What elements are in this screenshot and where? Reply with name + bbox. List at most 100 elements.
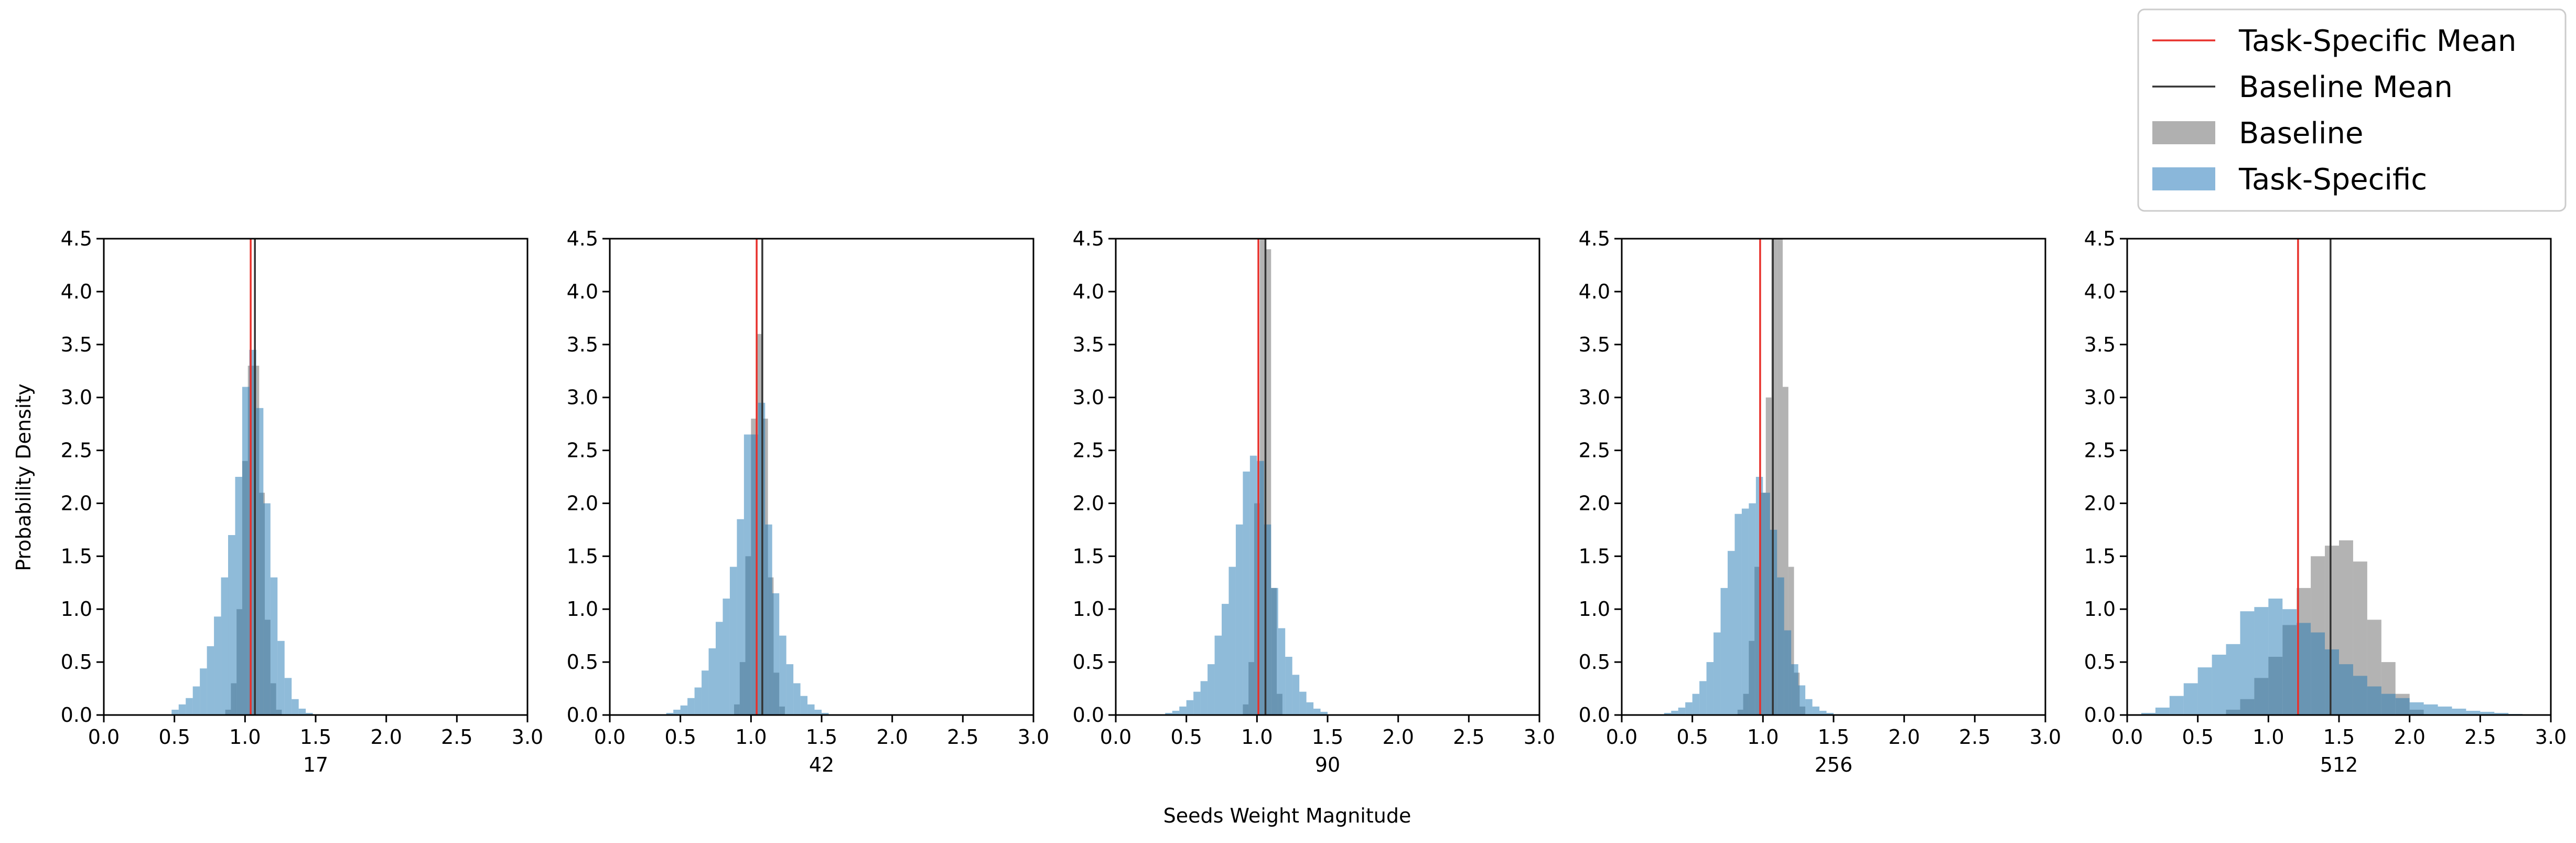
- y-tick-label: 4.5: [2084, 227, 2116, 250]
- x-tick-label: 2.0: [876, 725, 908, 749]
- task-specific-bar: [1228, 567, 1236, 715]
- task-specific-bar: [2395, 698, 2410, 715]
- x-tick-label: 0.5: [664, 725, 696, 749]
- task-specific-bar: [2381, 693, 2396, 715]
- x-tick-label: 1.0: [1241, 725, 1273, 749]
- task-specific-bar: [1278, 628, 1286, 715]
- y-tick-label: 2.0: [2084, 492, 2116, 515]
- y-tick-label: 4.5: [1073, 227, 1104, 250]
- y-tick-label: 2.5: [1073, 439, 1104, 462]
- task-specific-bar: [2169, 696, 2184, 715]
- x-tick-label: 0.0: [594, 725, 626, 749]
- task-specific-bar: [263, 503, 271, 715]
- subplot-seed-label: 512: [2320, 753, 2358, 776]
- panels: 0.0 0.5 1.0 1.5 2.0 2.5 3.0 0.0 0.5 1.0 1.5 2.0 2.5 3…: [61, 227, 2567, 776]
- task-specific-bar: [1285, 657, 1292, 715]
- axes-frame: [1115, 238, 1540, 716]
- x-tick-label: 0.0: [1606, 725, 1637, 749]
- y-tick-label: 4.0: [61, 280, 92, 303]
- x-tick-label: 2.0: [2394, 725, 2425, 749]
- task-specific-bar: [2197, 667, 2212, 715]
- y-tick-label: 2.5: [2084, 439, 2116, 462]
- y-tick-label: 2.0: [1579, 492, 1610, 515]
- subplot-90: 0.0 0.5 1.0 1.5 2.0 2.5 3.0 0.0 0.5 1.0 1.5 2.0 2.5 3…: [1073, 227, 1556, 776]
- x-tick-label: 2.5: [2464, 725, 2496, 749]
- task-specific-bar: [1798, 685, 1806, 715]
- task-specific-bar: [814, 709, 822, 715]
- y-tick-label: 1.0: [1073, 597, 1104, 621]
- task-specific-bar: [1791, 664, 1798, 715]
- task-specific-bar: [680, 705, 688, 715]
- task-specific-bar: [1249, 455, 1257, 715]
- x-tick-label: 2.0: [370, 725, 402, 749]
- task-specific-bar: [723, 599, 730, 715]
- task-specific-bar: [2325, 649, 2339, 715]
- y-tick-label: 1.0: [61, 597, 92, 621]
- task-specific-bar: [284, 678, 292, 715]
- y-tick-label: 3.5: [1579, 333, 1610, 356]
- task-specific-bar: [1235, 524, 1243, 715]
- y-tick-label: 0.0: [567, 703, 598, 727]
- task-specific-bar: [2452, 708, 2466, 715]
- task-specific-bar: [1320, 711, 1328, 715]
- y-tick-label: 4.5: [61, 227, 92, 250]
- task-specific-bar: [192, 686, 200, 715]
- legend-entry: Task-Specific: [2152, 163, 2427, 197]
- y-tick-label: 1.0: [2084, 597, 2116, 621]
- task-specific-bar: [2254, 607, 2269, 715]
- x-tick-label: 0.5: [1170, 725, 1202, 749]
- task-specific-bar: [2353, 676, 2367, 715]
- task-specific-bar: [822, 712, 829, 715]
- task-specific-bar: [2367, 686, 2381, 715]
- task-specific-bar: [1713, 632, 1721, 715]
- task-specific-bar: [807, 704, 815, 715]
- y-tick-label: 3.5: [61, 333, 92, 356]
- subplot-17: 0.0 0.5 1.0 1.5 2.0 2.5 3.0 0.0 0.5 1.0 1.5 2.0 2.5 3…: [61, 227, 544, 776]
- y-tick-label: 0.5: [1073, 650, 1104, 674]
- task-specific-bar: [716, 622, 723, 715]
- x-tick-label: 1.5: [2323, 725, 2355, 749]
- y-tick-label: 4.0: [567, 280, 598, 303]
- task-specific-bar: [1165, 712, 1172, 715]
- y-tick-label: 0.5: [2084, 650, 2116, 674]
- task-specific-bar: [277, 641, 285, 715]
- x-tick-label: 0.0: [1100, 725, 1131, 749]
- task-specific-bar: [2212, 654, 2226, 715]
- subplot-seed-label: 256: [1815, 753, 1853, 776]
- task-specific-bar: [708, 648, 716, 715]
- task-specific-bar: [214, 616, 221, 715]
- task-specific-bar: [235, 477, 242, 715]
- task-specific-bar: [2268, 599, 2283, 715]
- task-specific-bar: [1200, 681, 1208, 715]
- y-tick-label: 0.0: [2084, 703, 2116, 727]
- task-specific-bar: [1706, 662, 1714, 715]
- task-specific-bar: [186, 698, 193, 715]
- task-specific-bar: [1685, 702, 1693, 715]
- x-tick-label: 1.0: [229, 725, 261, 749]
- x-tick-label: 2.0: [1382, 725, 1414, 749]
- task-specific-bar: [2226, 644, 2240, 715]
- task-specific-bar: [1243, 471, 1250, 715]
- task-specific-bar: [702, 670, 709, 715]
- task-specific-bar: [1812, 706, 1820, 715]
- x-axis-title: Seeds Weight Magnitude: [1163, 804, 1411, 827]
- subplot-512: 0.0 0.5 1.0 1.5 2.0 2.5 3.0 0.0 0.5 1.0 1.5 2.0 2.5 3…: [2084, 227, 2567, 776]
- baseline-bar: [1783, 387, 1788, 715]
- y-tick-label: 1.0: [1579, 597, 1610, 621]
- baseline-bar: [1771, 239, 1777, 715]
- task-specific-bar: [729, 567, 737, 715]
- task-specific-bar: [171, 709, 179, 715]
- legend-label: Task-Specific Mean: [2238, 24, 2516, 58]
- task-specific-bar: [772, 593, 780, 715]
- x-tick-label: 2.5: [947, 725, 978, 749]
- legend-label: Task-Specific: [2238, 163, 2427, 197]
- task-specific-bar: [1222, 604, 1229, 715]
- task-specific-bar: [1299, 691, 1307, 715]
- x-tick-label: 2.5: [1959, 725, 1990, 749]
- y-tick-label: 0.5: [1579, 650, 1610, 674]
- subplot-seed-label: 17: [303, 753, 328, 776]
- x-tick-label: 1.5: [806, 725, 837, 749]
- task-specific-bar: [793, 683, 801, 715]
- legend-label: Baseline Mean: [2239, 70, 2453, 104]
- task-specific-bar: [1819, 710, 1827, 715]
